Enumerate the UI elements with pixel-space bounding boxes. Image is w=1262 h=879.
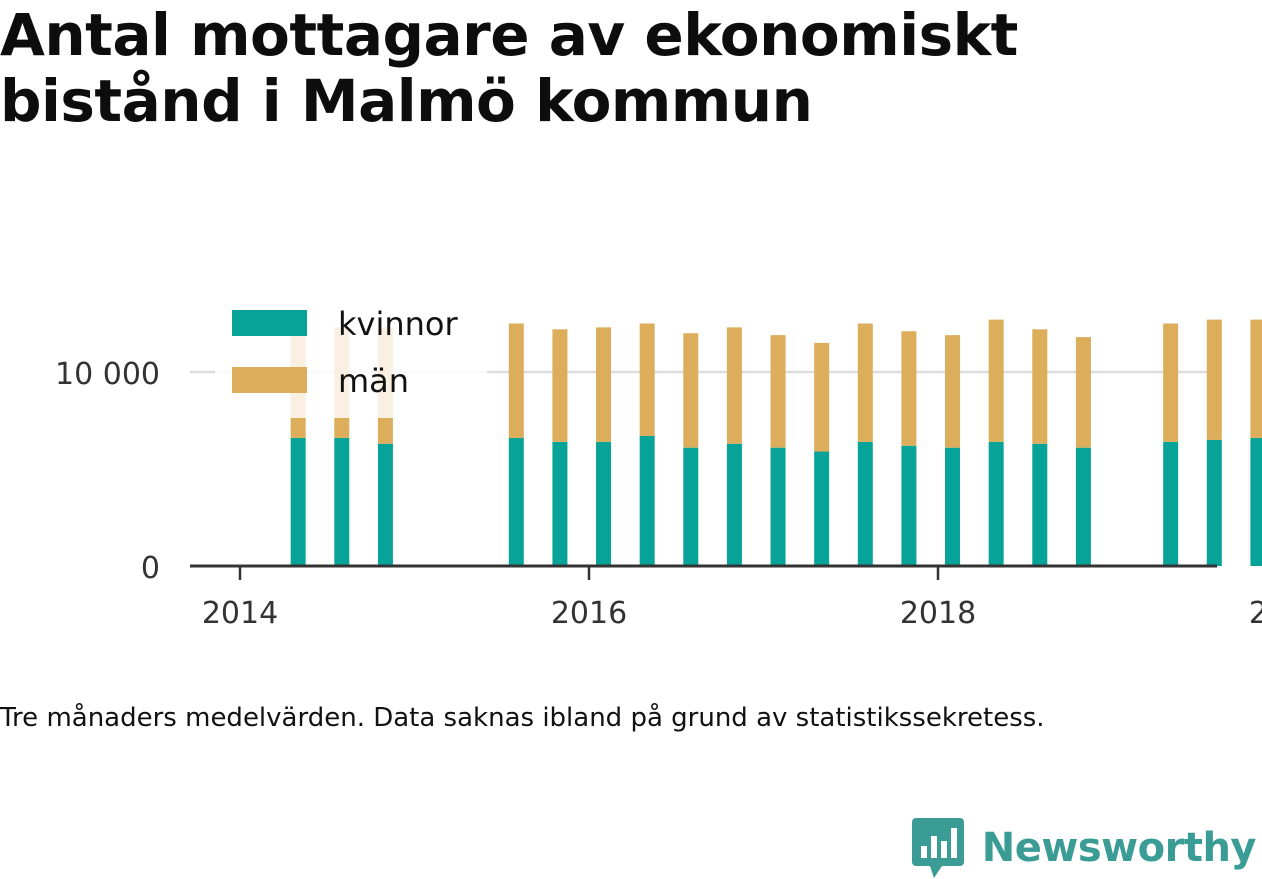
- y-axis-ticks: 0 10 000: [55, 357, 160, 586]
- bar-man: [814, 342, 830, 452]
- y-tick-label: 10 000: [55, 357, 160, 392]
- bar-kvinnor: [639, 436, 655, 566]
- bar-man: [945, 335, 961, 448]
- bar-man: [770, 335, 786, 448]
- bar-man: [901, 331, 917, 446]
- bar-man: [1032, 329, 1048, 444]
- bar-man: [1163, 323, 1179, 442]
- bar-kvinnor: [1250, 437, 1262, 566]
- bar-kvinnor: [1075, 447, 1091, 566]
- legend-swatch: [232, 310, 307, 336]
- legend-label: män: [338, 362, 409, 400]
- bar-man: [726, 327, 742, 444]
- bar-man: [639, 323, 655, 437]
- bar-man: [596, 327, 612, 442]
- legend-label: kvinnor: [338, 305, 459, 343]
- bar-man: [683, 333, 699, 448]
- bar-kvinnor: [334, 437, 350, 566]
- x-axis: 201420162018202020222024: [190, 564, 1262, 631]
- bar-kvinnor: [1163, 441, 1179, 566]
- bar-kvinnor: [988, 441, 1004, 566]
- bar-kvinnor: [901, 445, 917, 566]
- bar-kvinnor: [1032, 443, 1048, 566]
- bar-kvinnor: [814, 451, 830, 566]
- x-tick-label: 2020: [1249, 596, 1262, 631]
- bar-kvinnor: [508, 437, 524, 566]
- brand-logo: Newsworthy: [911, 818, 1257, 878]
- bar-kvinnor: [596, 441, 612, 566]
- legend-swatch: [232, 367, 307, 393]
- bar-kvinnor: [683, 447, 699, 566]
- bar-kvinnor: [945, 447, 961, 566]
- bar-man: [508, 323, 524, 438]
- x-tick-label: 2018: [900, 596, 976, 631]
- brand-name: Newsworthy: [981, 825, 1257, 871]
- bar-man: [1206, 319, 1222, 440]
- bar-kvinnor: [770, 447, 786, 566]
- bar-kvinnor: [290, 437, 306, 566]
- chart-title: Antal mottagare av ekonomiskt bistånd i …: [0, 1, 1018, 135]
- bar-man: [1250, 319, 1262, 438]
- bar-man: [1075, 337, 1091, 448]
- newsworthy-icon: [911, 818, 964, 878]
- x-tick-label: 2016: [551, 596, 627, 631]
- bar-man: [857, 323, 873, 442]
- bar-kvinnor: [552, 441, 568, 566]
- bar-kvinnor: [726, 443, 742, 566]
- legend: kvinnor män: [215, 296, 487, 418]
- x-tick-label: 2014: [202, 596, 278, 631]
- bar-man: [988, 319, 1004, 442]
- footnote: Tre månaders medelvärden. Data saknas ib…: [0, 703, 1045, 733]
- bar-kvinnor: [857, 441, 873, 566]
- bar-kvinnor: [377, 443, 393, 566]
- y-tick-label: 0: [141, 551, 160, 586]
- bar-kvinnor: [1206, 439, 1222, 566]
- bar-man: [552, 329, 568, 442]
